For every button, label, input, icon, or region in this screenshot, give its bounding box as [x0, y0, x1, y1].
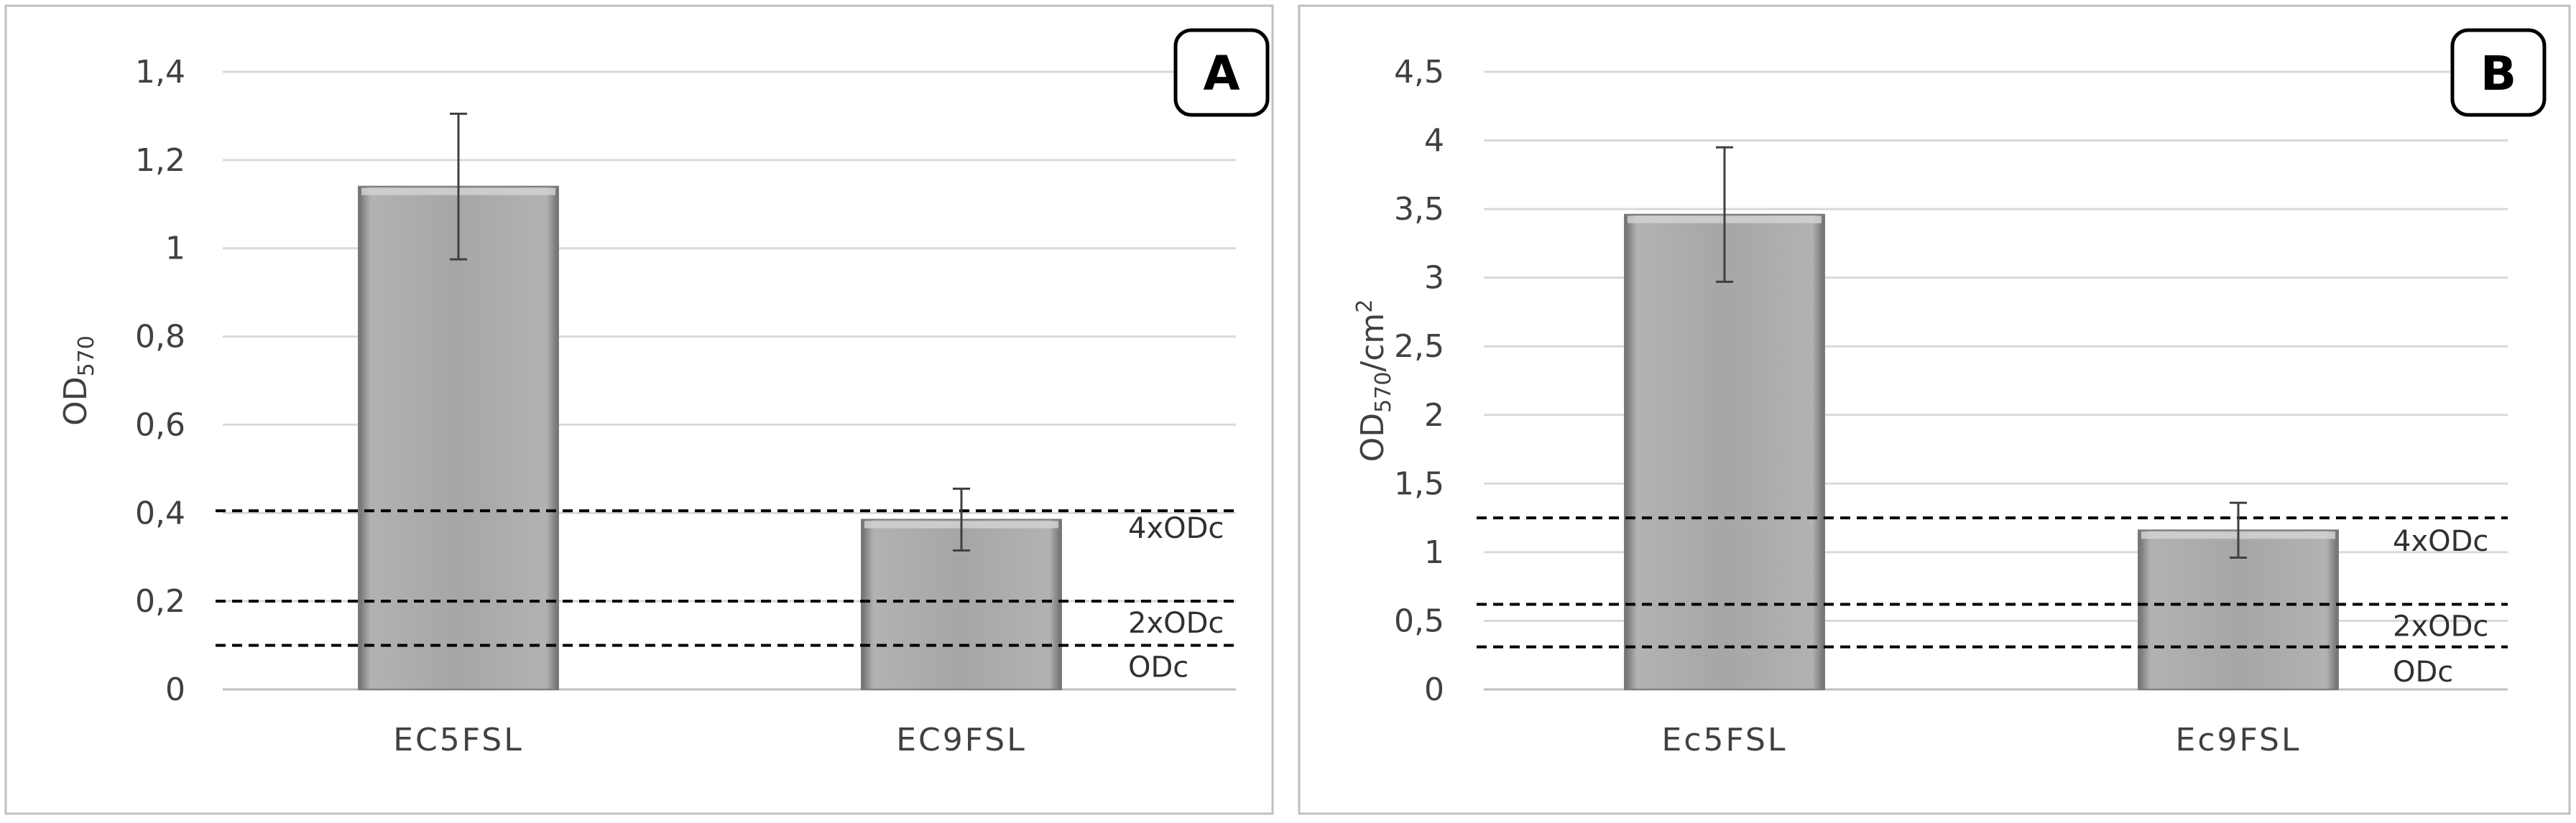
panel-badge-a: [1173, 28, 1270, 117]
y-tick-label: 2,5: [1394, 328, 1444, 365]
y-tick-label: 1,5: [1394, 465, 1444, 502]
chart-frame-a: [4, 4, 1274, 815]
y-tick-label: 2: [1424, 397, 1444, 434]
reference-line-label: 2xODc: [1128, 607, 1224, 640]
y-tick-label: 0,8: [135, 319, 185, 355]
reference-line-label: 4xODc: [2393, 525, 2488, 558]
x-tick-label: EC9FSL: [896, 722, 1027, 758]
y-tick-label: 1: [165, 231, 185, 267]
panel-badge-label: A: [1203, 46, 1239, 101]
chart-panel-a: 0 0,2 0,4 0,6 0,8 1 1,2 1,4 4xODc 2xODc ODc EC5FSL E…: [4, 4, 1274, 815]
y-tick-label: 0,2: [135, 583, 185, 620]
bar-ec5fsl: [358, 185, 559, 690]
reference-line-label: 4xODc: [1128, 512, 1224, 545]
chart-frame-b: [1298, 4, 2571, 815]
y-tick-label: 0: [165, 671, 185, 708]
y-tick-label: 3,5: [1394, 191, 1444, 228]
y-tick-label: 1,4: [135, 54, 185, 90]
y-tick-label: 0,5: [1394, 603, 1444, 639]
x-tick-label: Ec9FSL: [2176, 722, 2302, 758]
x-tick-label: Ec5FSL: [1662, 722, 1788, 758]
bar-ec5fsl: [1624, 213, 1825, 690]
y-tick-label: 0,4: [135, 495, 185, 531]
y-tick-label: 1,2: [135, 142, 185, 179]
reference-line-label: ODc: [1128, 651, 1188, 684]
reference-line-label: ODc: [2393, 656, 2453, 689]
y-tick-label: 3: [1424, 260, 1444, 297]
x-tick-label: EC5FSL: [393, 722, 524, 758]
y-tick-label: 0,6: [135, 406, 185, 443]
reference-line-label: 2xODc: [2393, 610, 2488, 643]
panel-badge-label: B: [2480, 46, 2516, 101]
y-tick-label: 4,5: [1394, 54, 1444, 90]
chart-panel-b: 0 0,5 1 1,5 2 2,5 3 3,5 4 4,5 4xODc 2xODc ODc Ec5FSL E…: [1298, 4, 2571, 815]
y-tick-label: 1: [1424, 534, 1444, 571]
panel-badge-b: [2450, 28, 2547, 117]
y-axis-label: OD570: [57, 335, 99, 426]
y-tick-label: 0: [1424, 671, 1444, 708]
y-axis-label: OD570/cm2: [1352, 299, 1396, 462]
y-tick-label: 4: [1424, 123, 1444, 159]
